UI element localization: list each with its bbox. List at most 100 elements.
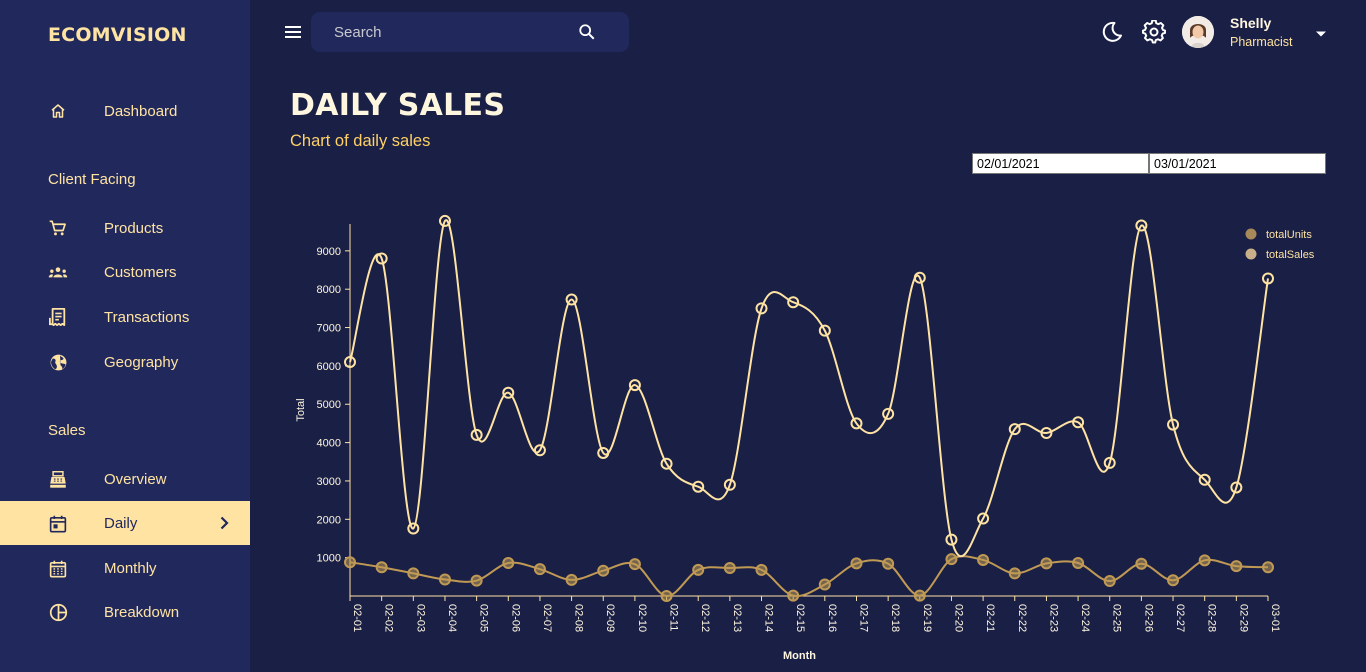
x-tick-label: 02-01	[351, 604, 363, 632]
data-point-totalSales	[470, 428, 483, 441]
x-tick-label: 03-01	[1269, 604, 1281, 632]
x-tick-label: 02-04	[446, 604, 458, 632]
x-tick-label: 02-06	[509, 604, 521, 632]
end-date-picker[interactable]	[1149, 153, 1326, 174]
user-name: Shelly	[1230, 15, 1272, 31]
start-date-picker[interactable]	[972, 153, 1149, 174]
data-point-totalSales	[438, 214, 451, 227]
sidebar-item-label: Overview	[104, 470, 167, 488]
data-point-totalUnits	[407, 567, 420, 580]
data-point-totalUnits	[1135, 557, 1148, 570]
data-point-totalSales	[407, 522, 420, 535]
data-point-totalSales	[533, 444, 546, 457]
x-tick-label: 02-21	[984, 604, 996, 632]
sidebar-item-label: Monthly	[104, 559, 157, 577]
y-tick-label: 7000	[317, 323, 341, 335]
sidebar-item-label: Customers	[104, 263, 177, 281]
data-point-totalUnits	[1167, 574, 1180, 587]
data-point-totalUnits	[565, 573, 578, 586]
y-tick-label: 4000	[317, 438, 341, 450]
x-tick-label: 02-18	[889, 604, 901, 632]
page-title: DAILY SALES	[290, 88, 506, 123]
x-tick-label: 02-12	[699, 604, 711, 632]
sidebar-item-dashboard[interactable]: Dashboard	[0, 89, 250, 133]
x-tick-label: 02-14	[763, 604, 775, 632]
x-tick-label: 02-29	[1237, 604, 1249, 632]
data-point-totalSales	[882, 407, 895, 420]
data-point-totalSales	[818, 324, 831, 337]
x-tick-label: 02-20	[952, 604, 964, 632]
sidebar-item-monthly[interactable]: Monthly	[0, 546, 250, 590]
x-tick-label: 02-16	[826, 604, 838, 632]
sidebar-item-overview[interactable]: Overview	[0, 457, 250, 501]
avatar[interactable]	[1182, 16, 1214, 48]
chevron-right-icon	[216, 515, 232, 531]
sidebar-item-products[interactable]: Products	[0, 206, 250, 250]
data-point-totalSales	[1103, 456, 1116, 469]
sidebar-item-label: Geography	[104, 353, 179, 371]
calendar-month-icon	[48, 558, 68, 578]
legend-symbol-totalSales	[1245, 248, 1257, 260]
y-tick-label: 8000	[317, 284, 341, 296]
data-point-totalSales	[1008, 423, 1021, 436]
x-tick-label: 02-23	[1047, 604, 1059, 632]
data-point-totalSales	[977, 512, 990, 525]
pie-chart-icon	[48, 602, 68, 622]
data-point-totalSales	[755, 302, 768, 315]
data-point-totalUnits	[1262, 561, 1274, 574]
data-point-totalSales	[1040, 427, 1053, 440]
sidebar-item-geography[interactable]: Geography	[0, 340, 250, 384]
x-tick-label: 02-11	[668, 604, 680, 631]
sidebar-item-label: Daily	[104, 514, 138, 532]
x-tick-label: 02-05	[478, 604, 490, 632]
search-icon[interactable]	[578, 23, 596, 41]
data-point-totalUnits	[470, 574, 483, 587]
sidebar-item-breakdown[interactable]: Breakdown	[0, 590, 250, 634]
y-tick-label: 5000	[317, 399, 341, 411]
data-point-totalSales	[692, 480, 705, 493]
data-point-totalUnits	[755, 563, 768, 576]
sidebar-item-daily[interactable]: Daily	[0, 501, 250, 545]
data-point-totalUnits	[533, 563, 546, 576]
x-tick-label: 02-27	[1174, 604, 1186, 632]
sidebar-item-customers[interactable]: Customers	[0, 250, 250, 294]
data-point-totalSales	[565, 293, 578, 306]
section-client-facing: Client Facing	[48, 171, 136, 188]
data-point-totalSales	[628, 379, 641, 392]
sidebar-item-label: Products	[104, 219, 164, 237]
x-tick-label: 02-03	[414, 604, 426, 632]
x-tick-label: 02-26	[1142, 604, 1154, 632]
groups-icon	[48, 262, 68, 282]
brand-logo[interactable]: ECOMVISION	[48, 24, 187, 46]
x-tick-label: 02-09	[604, 604, 616, 632]
data-point-totalSales	[945, 533, 958, 546]
x-tick-label: 02-19	[921, 604, 933, 632]
data-point-totalSales	[1230, 481, 1243, 494]
x-tick-label: 02-02	[383, 604, 395, 632]
series-line-totalUnits	[349, 555, 1269, 598]
user-role: Pharmacist	[1230, 35, 1293, 49]
data-point-totalSales	[375, 252, 388, 265]
data-point-totalUnits	[787, 589, 800, 602]
legend-label-totalSales: totalSales	[1266, 249, 1315, 261]
data-point-totalUnits	[628, 558, 641, 571]
x-tick-label: 02-10	[636, 604, 648, 632]
point-of-sale-icon	[48, 469, 68, 489]
dark-mode-icon[interactable]	[1100, 20, 1124, 44]
settings-gear-icon[interactable]	[1142, 19, 1166, 44]
search-bar	[311, 12, 629, 52]
data-point-totalSales	[723, 478, 736, 491]
arrow-drop-down-icon[interactable]	[1314, 26, 1328, 37]
data-point-totalUnits	[375, 561, 388, 574]
data-point-totalUnits	[977, 553, 990, 566]
data-point-totalSales	[787, 296, 800, 309]
x-tick-label: 02-08	[573, 604, 585, 632]
menu-icon[interactable]	[283, 22, 303, 42]
sidebar-item-transactions[interactable]: Transactions	[0, 295, 250, 339]
search-input[interactable]	[311, 12, 571, 52]
data-point-totalSales	[1135, 219, 1148, 232]
data-point-totalSales	[1167, 418, 1180, 431]
data-point-totalUnits	[1008, 567, 1021, 580]
y-tick-label: 6000	[317, 361, 341, 373]
